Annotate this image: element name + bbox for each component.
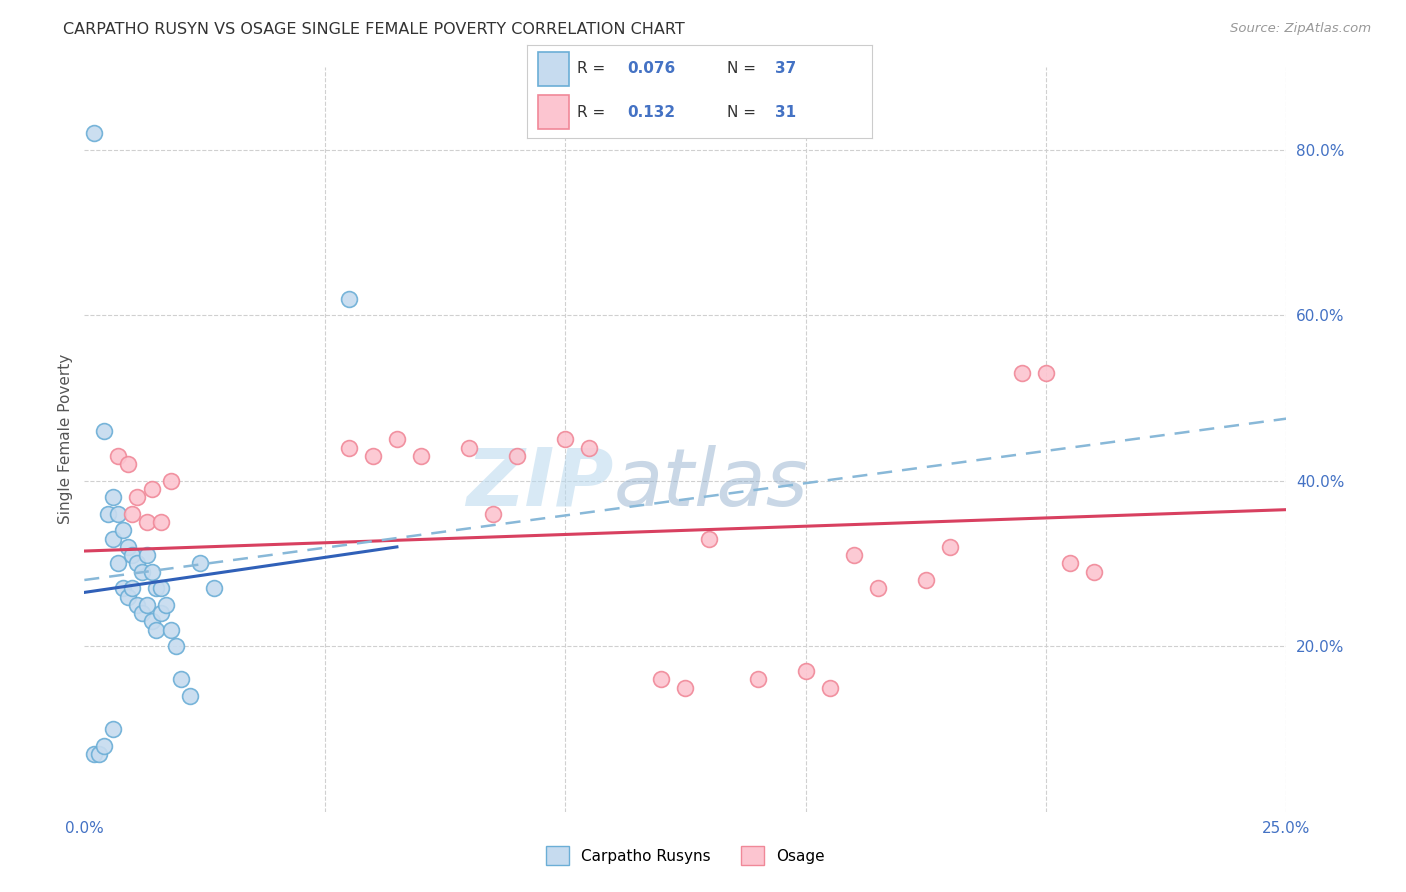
Point: [121, 548, 143, 562]
Point: [169, 673, 191, 687]
Point: [506, 449, 529, 463]
Point: [794, 664, 817, 678]
Point: [409, 449, 432, 463]
Text: ZIP: ZIP: [465, 445, 613, 523]
Text: Source: ZipAtlas.com: Source: ZipAtlas.com: [1230, 22, 1371, 36]
Point: [93, 424, 115, 438]
Point: [150, 515, 173, 529]
Point: [202, 582, 225, 596]
Point: [866, 582, 889, 596]
Point: [127, 557, 149, 571]
Text: N =: N =: [727, 104, 761, 120]
Point: [127, 598, 149, 612]
Point: [699, 532, 721, 546]
Point: [107, 449, 129, 463]
Point: [117, 590, 139, 604]
Point: [121, 507, 143, 521]
Text: 37: 37: [775, 62, 797, 77]
Point: [103, 490, 125, 504]
Y-axis label: Single Female Poverty: Single Female Poverty: [58, 354, 73, 524]
Point: [337, 441, 360, 455]
Point: [135, 598, 157, 612]
Bar: [537, 95, 568, 129]
Point: [818, 681, 841, 695]
Point: [111, 524, 134, 538]
Point: [131, 606, 153, 620]
Point: [842, 548, 865, 562]
Text: 31: 31: [775, 104, 796, 120]
Point: [1083, 565, 1105, 579]
Text: 0.076: 0.076: [627, 62, 675, 77]
Text: atlas: atlas: [613, 445, 808, 523]
Point: [915, 573, 938, 587]
Point: [127, 490, 149, 504]
Point: [650, 673, 672, 687]
Point: [150, 582, 173, 596]
Point: [361, 449, 384, 463]
Point: [135, 548, 157, 562]
Point: [165, 639, 187, 653]
Point: [1059, 557, 1081, 571]
Point: [107, 557, 129, 571]
Point: [179, 689, 201, 703]
Text: R =: R =: [578, 104, 610, 120]
Point: [747, 673, 769, 687]
Text: CARPATHO RUSYN VS OSAGE SINGLE FEMALE POVERTY CORRELATION CHART: CARPATHO RUSYN VS OSAGE SINGLE FEMALE PO…: [63, 22, 685, 37]
Point: [103, 722, 125, 736]
Point: [103, 532, 125, 546]
Point: [131, 565, 153, 579]
Point: [117, 457, 139, 471]
Point: [111, 582, 134, 596]
Point: [145, 623, 167, 637]
Point: [385, 432, 408, 446]
Point: [141, 482, 163, 496]
Point: [135, 515, 157, 529]
Point: [107, 507, 129, 521]
Point: [97, 507, 120, 521]
Point: [675, 681, 697, 695]
Bar: [537, 52, 568, 86]
Point: [83, 126, 105, 140]
Point: [117, 540, 139, 554]
Point: [482, 507, 505, 521]
Point: [458, 441, 481, 455]
Point: [141, 615, 163, 629]
Point: [160, 474, 183, 488]
Point: [87, 747, 110, 761]
Point: [160, 623, 183, 637]
Point: [1011, 366, 1033, 380]
Text: N =: N =: [727, 62, 761, 77]
Point: [337, 292, 360, 306]
Point: [150, 606, 173, 620]
Point: [939, 540, 962, 554]
Point: [1035, 366, 1057, 380]
Point: [578, 441, 600, 455]
Legend: Carpatho Rusyns, Osage: Carpatho Rusyns, Osage: [540, 840, 831, 871]
Point: [188, 557, 211, 571]
Point: [145, 582, 167, 596]
Text: 0.132: 0.132: [627, 104, 675, 120]
Point: [83, 747, 105, 761]
Point: [554, 432, 576, 446]
Text: R =: R =: [578, 62, 610, 77]
Point: [141, 565, 163, 579]
Point: [93, 739, 115, 753]
Point: [121, 582, 143, 596]
Point: [155, 598, 177, 612]
